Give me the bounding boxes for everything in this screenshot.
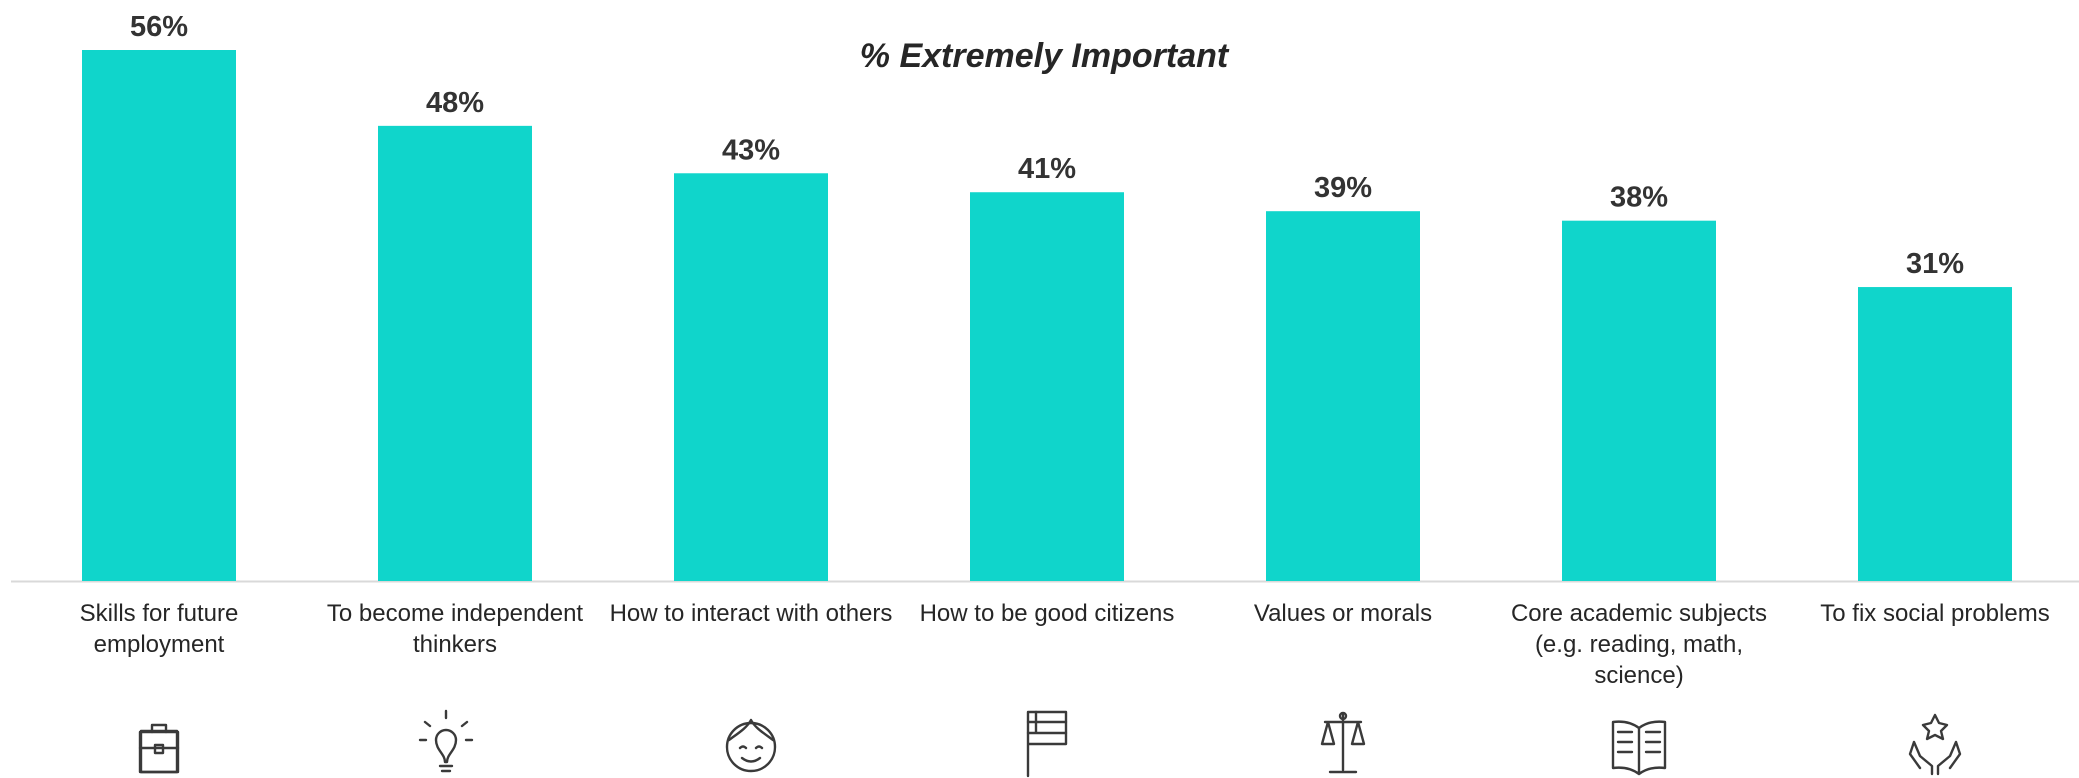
- value-label: 31%: [1906, 248, 1964, 280]
- x-tick-label: How to interact with others: [609, 600, 893, 627]
- value-label: 38%: [1610, 182, 1668, 214]
- chart-title: % Extremely Important: [860, 37, 1230, 75]
- x-tick-label: Values or morals: [1253, 600, 1433, 627]
- icon-face: [725, 718, 777, 773]
- bar: [674, 173, 828, 581]
- value-label: 41%: [1018, 153, 1076, 185]
- icon-lightbulb: [418, 709, 474, 773]
- icon-book: [1611, 720, 1667, 776]
- icon-flag: [1026, 710, 1068, 778]
- value-label: 43%: [722, 134, 780, 166]
- x-tick-label: To become independent thinkers: [326, 600, 584, 658]
- bar: [1858, 287, 2012, 581]
- x-tick-label: Skills for future employment: [79, 600, 239, 658]
- bar: [1562, 220, 1716, 581]
- value-label: 48%: [426, 87, 484, 119]
- x-tick-label: To fix social problems: [1820, 600, 2050, 627]
- x-tick-label: Core academic subjects (e.g. reading, ma…: [1510, 600, 1768, 689]
- icon-briefcase: [138, 723, 180, 774]
- bar: [378, 125, 532, 581]
- icon-scales: [1320, 711, 1366, 774]
- value-label: 56%: [130, 11, 188, 43]
- bar: [82, 50, 236, 581]
- bar: [970, 192, 1124, 581]
- bar: [1266, 211, 1420, 582]
- value-label: 39%: [1314, 172, 1372, 204]
- icon-hands: [1908, 713, 1962, 776]
- x-tick-label: How to be good citizens: [919, 600, 1175, 627]
